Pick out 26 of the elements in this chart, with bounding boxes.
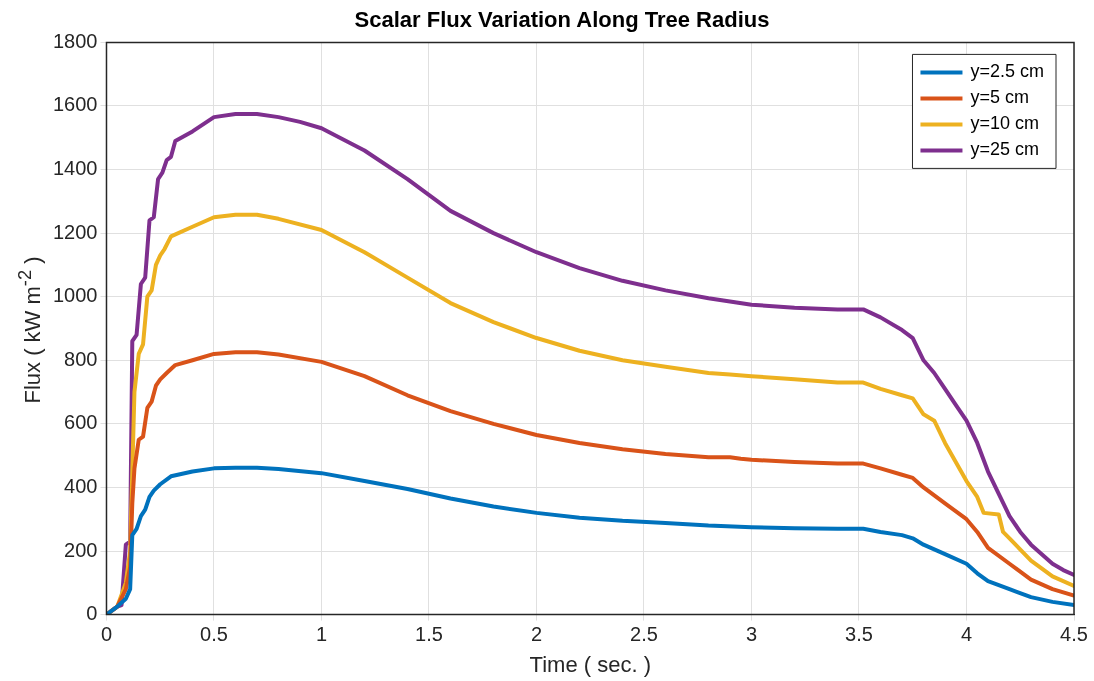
x-tick-label: 0.5: [200, 623, 228, 646]
legend-label: y=5 cm: [970, 87, 1029, 108]
x-tick-label: 3: [745, 623, 758, 646]
x-tick-label: 1.5: [415, 623, 443, 646]
y-tick-label: 1600: [52, 93, 98, 116]
x-tick-label: 2.5: [630, 623, 658, 646]
legend-label: y=25 cm: [970, 139, 1039, 160]
y-tick-label: 1200: [52, 220, 98, 243]
chart-title: Scalar Flux Variation Along Tree Radius: [354, 7, 770, 33]
x-tick-label: 3.5: [845, 623, 873, 646]
x-tick-label: 1: [315, 623, 328, 646]
x-axis-title: Time ( sec. ): [529, 651, 651, 677]
x-tick-label: 4.5: [1060, 623, 1088, 646]
x-tick-label: 2: [530, 623, 543, 646]
legend-label: y=2.5 cm: [970, 61, 1044, 82]
y-tick-label: 800: [64, 347, 98, 370]
y-tick-label: 400: [64, 474, 98, 497]
x-tick-label: 0: [100, 623, 113, 646]
y-tick-label: 1000: [52, 284, 98, 307]
x-tick-label: 4: [960, 623, 973, 646]
y-tick-label: 1800: [52, 29, 98, 52]
y-tick-label: 600: [64, 411, 98, 434]
y-tick-label: 200: [64, 538, 98, 561]
y-tick-label: 1400: [52, 157, 98, 180]
legend-label: y=10 cm: [970, 113, 1039, 134]
y-tick-label: 0: [86, 602, 98, 625]
